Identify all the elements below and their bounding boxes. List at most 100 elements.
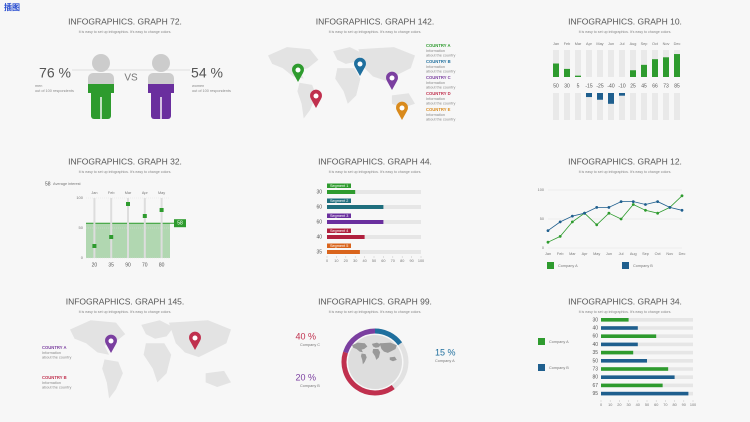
ring-segment	[341, 351, 395, 396]
point	[607, 206, 611, 209]
bar	[553, 63, 559, 77]
value-label: 5	[577, 83, 580, 89]
map-pin-dot	[313, 93, 319, 99]
segment-label: Segment 4	[330, 229, 348, 233]
point	[680, 208, 684, 212]
point	[607, 211, 611, 215]
x-tick-label: 20	[617, 403, 621, 407]
column-bg	[630, 93, 636, 120]
legend-label: Company B	[549, 366, 569, 370]
column-bg	[553, 93, 559, 120]
bar	[630, 70, 636, 77]
point	[570, 214, 574, 218]
value-label: 60	[316, 204, 322, 210]
bar	[601, 342, 638, 347]
man-fill	[88, 84, 114, 93]
vs-label: VS	[124, 73, 138, 84]
bar	[674, 54, 680, 77]
point	[668, 206, 672, 209]
ring-segment	[343, 328, 376, 354]
track	[601, 326, 693, 330]
month-label: Nov	[663, 42, 670, 46]
x-tick-label: Apr	[582, 252, 589, 256]
column-bg	[608, 50, 614, 77]
panel-subtitle: It is easy to set up infographics. It's …	[329, 310, 422, 314]
column-bg	[663, 93, 669, 120]
value-label: 50	[553, 83, 559, 89]
segment-tag	[327, 183, 351, 188]
point	[595, 223, 599, 227]
average-value: 58	[177, 221, 183, 227]
point	[595, 206, 599, 209]
ring-segment	[374, 328, 403, 346]
y-tick-label: 0	[542, 246, 544, 250]
month-label: Sep	[641, 42, 648, 46]
x-tick-label: Sep	[642, 252, 649, 256]
legend-info: Information	[42, 381, 61, 385]
panel-title: INFOGRAPHICS. GRAPH 142.	[316, 16, 435, 26]
x-tick-label: 10	[334, 259, 338, 263]
x-tick-label: 70	[391, 259, 395, 263]
bar	[601, 391, 689, 396]
panel-title: INFOGRAPHICS. GRAPH 32.	[68, 156, 182, 166]
globe	[348, 335, 402, 389]
value-label: 40	[592, 326, 598, 332]
point	[631, 200, 635, 204]
segment-tag	[327, 243, 351, 248]
segment-name: Company A	[435, 359, 455, 363]
x-tick-label: Nov	[666, 252, 673, 256]
x-tick-label: Oct	[655, 252, 662, 256]
x-tick-label: 80	[400, 259, 404, 263]
segment-value: 20 %	[295, 372, 316, 382]
bar	[327, 220, 384, 224]
man-head	[92, 54, 110, 72]
point	[142, 214, 147, 218]
segment-value: 40 %	[295, 331, 316, 341]
value-label: 45	[641, 83, 647, 89]
legend-info: about the country	[42, 356, 71, 360]
stat-label: men	[35, 84, 42, 88]
column-bg	[652, 93, 658, 120]
value-label: -25	[596, 83, 603, 89]
value-label: 73	[663, 83, 669, 89]
point	[126, 202, 130, 206]
x-tick-label: 70	[663, 403, 667, 407]
legend-name: COUNTRY C	[426, 75, 451, 80]
bar	[652, 59, 658, 77]
legend-label: Company A	[549, 340, 569, 344]
panel-subtitle: It is easy to set up infographics. It's …	[79, 30, 172, 34]
month-label: Feb	[564, 42, 571, 46]
month-label: Feb	[108, 191, 115, 195]
x-tick-label: 90	[682, 403, 686, 407]
month-label: May	[596, 42, 603, 46]
legend-label: Company B	[633, 264, 653, 268]
month-label: Apr	[586, 42, 593, 46]
woman-head	[152, 54, 170, 72]
panel-title: INFOGRAPHICS. GRAPH 44.	[318, 156, 432, 166]
panel-title: INFOGRAPHICS. GRAPH 72.	[68, 16, 182, 26]
panel-subtitle: It is easy to set up infographics. It's …	[79, 310, 172, 314]
panel-subtitle: It is easy to set up infographics. It's …	[579, 30, 672, 34]
bar	[601, 375, 675, 379]
value-label: 80	[592, 375, 598, 381]
point	[631, 203, 635, 206]
legend-info: Information	[42, 351, 61, 355]
column-bg	[575, 93, 581, 120]
point	[619, 217, 623, 221]
point	[680, 194, 684, 198]
average-text: Average interest	[53, 182, 82, 186]
map-pin-dot	[357, 61, 363, 67]
value-label: 66	[652, 83, 658, 89]
value-label: -10	[618, 83, 625, 89]
x-tick-label: Dec	[679, 252, 686, 256]
y-tick-label: 100	[76, 195, 83, 200]
point	[656, 200, 660, 204]
segment-label: Segment 3	[330, 214, 348, 218]
segment-tag	[327, 228, 351, 233]
value-label: 25	[630, 83, 636, 89]
value-label: 30	[316, 189, 322, 195]
x-value-label: 80	[159, 262, 165, 268]
segment-tag	[327, 213, 351, 218]
legend-info: about the country	[42, 386, 71, 390]
map-pin	[189, 331, 201, 350]
